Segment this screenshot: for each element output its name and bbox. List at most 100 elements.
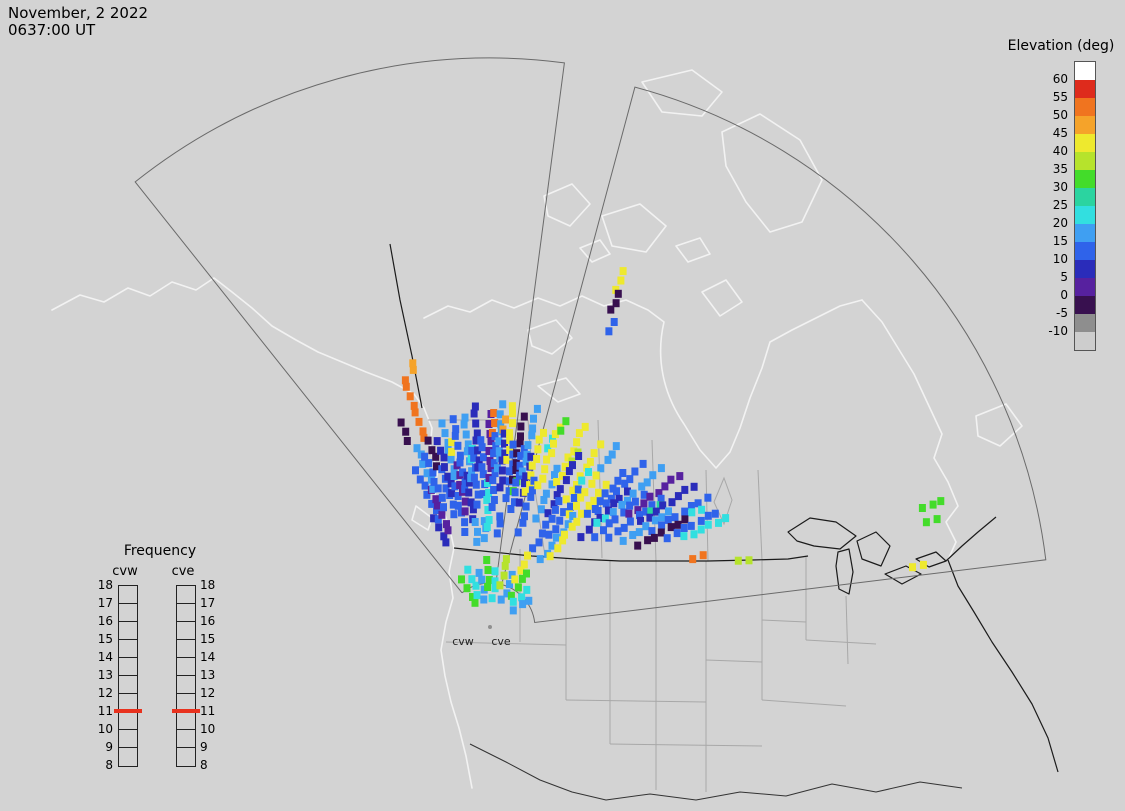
echo-cell [432,452,440,461]
colorbar-tick-label: 55 [1052,90,1068,104]
radar-site-dot [488,625,492,629]
colorbar-tick-label: 45 [1052,126,1068,140]
echo-cell [456,458,464,467]
echo-cell [643,478,651,487]
newfoundland-path [975,403,1023,447]
frequency-scale-cell [177,622,195,640]
echo-cell [438,493,446,502]
echo-cell [533,404,541,413]
echo-cell [475,568,483,577]
echo-cell [514,528,522,537]
echo-cell [619,469,627,477]
echo-cell [464,565,472,574]
echo-cell [644,536,652,545]
echo-cell [650,533,658,542]
echo-cell [458,575,465,584]
echo-cell [549,434,556,443]
echo-cell [509,419,516,428]
state-border-line [705,659,763,663]
echo-cell [556,516,564,525]
frequency-marker [172,709,200,713]
echo-cell [661,482,669,491]
colorbar-swatch [1075,314,1095,332]
echo-cell [437,446,445,455]
echo-cell [440,532,448,541]
echo-cell [415,417,423,426]
echo-cell [522,502,530,511]
colorbar-swatch [1075,332,1095,350]
echo-cell [478,443,486,452]
echo-cell [562,476,570,485]
echo-cell [657,528,665,537]
echo-cell [690,530,698,539]
echo-cell [440,453,448,462]
echo-cell [473,429,481,438]
echo-cell [433,506,440,515]
echo-cell [671,513,679,522]
echo-cell [594,507,602,515]
echo-cell [648,501,656,510]
colorbar-swatch [1075,80,1095,98]
echo-cell [520,412,528,421]
echo-cell [519,600,527,609]
state-border-line [445,641,567,646]
lake-winnipeg-path [713,476,733,526]
echo-cell [548,541,556,550]
province-border-line [757,469,763,561]
echo-cell [648,527,656,536]
arctic-hudson-coast-path [423,295,863,469]
echo-cell [568,522,576,531]
echo-cell [461,413,469,422]
echo-cell [471,518,479,526]
echo-cell [448,489,456,498]
echo-cell [620,523,628,532]
echo-cell [552,533,560,542]
colorbar-swatch [1075,98,1095,116]
echo-cell [544,444,552,453]
us-canada-border-path [453,547,809,562]
echo-cell [631,497,639,506]
echo-cell [528,486,536,495]
lake-huron-path [856,531,891,567]
colorbar-swatch [1075,188,1095,206]
echo-cell [469,593,476,601]
frequency-tick-label: 18 [97,578,113,592]
echo-cell [514,583,522,592]
frequency-scale-bar [118,585,138,767]
echo-cell [518,593,526,602]
echo-cell [433,501,441,510]
echo-cell [485,474,493,482]
echo-cell [553,464,561,473]
echo-cell [442,538,450,547]
echo-cell [618,500,626,509]
colorbar-swatch-column [1074,61,1096,351]
echo-cell [538,529,546,538]
echo-cell [608,450,616,459]
frequency-tick-label: 16 [200,614,216,628]
echo-cell [506,467,513,476]
echo-cell [674,520,682,529]
echo-cell [918,504,926,512]
echo-cell [578,509,585,518]
echo-cell [537,505,545,514]
echo-cell [575,452,583,460]
echo-cell [569,512,577,520]
ellesmere-island-path [641,69,723,117]
echo-cell [468,575,476,584]
echo-cell [527,492,535,501]
echo-cell [500,571,508,580]
echo-cell [551,430,559,439]
frequency-scale-cell [119,676,137,694]
colorbar-tick-label: -5 [1056,306,1068,320]
echo-cell [492,442,500,451]
echo-cell [609,508,617,517]
lake-michigan-path [835,548,854,595]
echo-cell [530,414,537,423]
radar-fov-layer [134,57,1047,624]
echo-cell [569,461,576,470]
echo-cell [421,452,429,461]
frequency-scale-cell [119,640,137,658]
echo-cell [573,481,580,489]
echo-cell [614,527,622,536]
echo-cell [435,523,443,532]
